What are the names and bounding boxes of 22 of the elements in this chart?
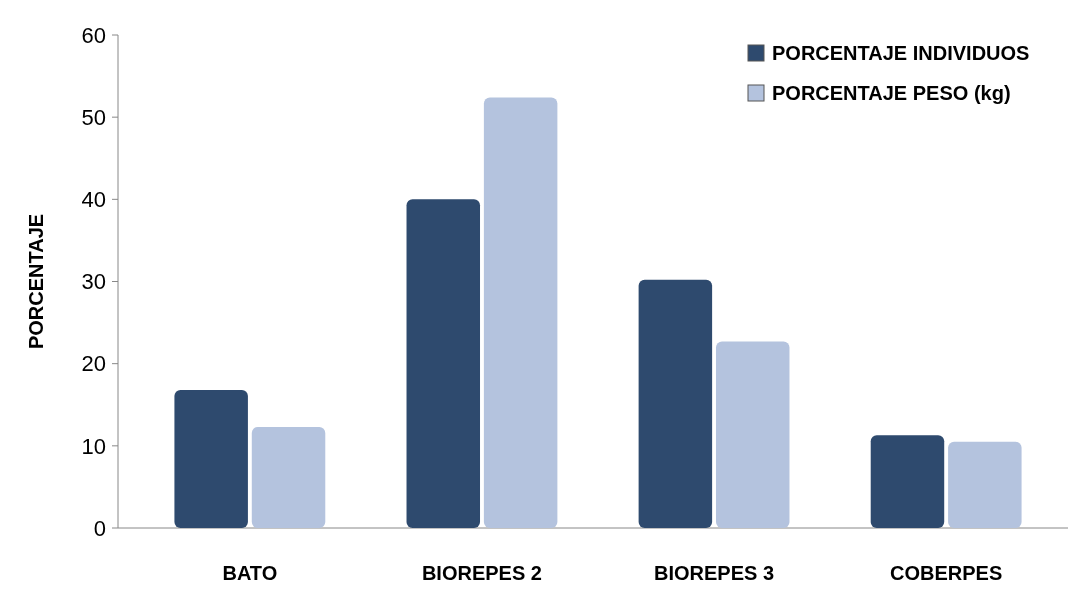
bar [715, 341, 790, 528]
y-tick-label: 0 [93, 515, 106, 541]
y-tick-label: 40 [81, 187, 106, 213]
y-tick-label: 60 [81, 22, 106, 48]
legend-label: PORCENTAJE INDIVIDUOS [772, 42, 1030, 64]
y-axis-title: PORCENTAJE [25, 213, 47, 350]
y-tick-label: 10 [81, 433, 106, 459]
bar [483, 97, 558, 528]
legend-label: PORCENTAJE PESO (kg) [772, 82, 1011, 104]
y-tick-label: 30 [81, 269, 106, 295]
bar [406, 199, 481, 528]
bar [638, 279, 713, 528]
bar [251, 426, 326, 528]
x-tick-label: BATO [222, 562, 278, 584]
bar [174, 389, 248, 528]
bar [870, 435, 945, 528]
y-tick-label: 50 [81, 104, 106, 130]
bar [948, 441, 1022, 528]
x-tick-label: BIOREPES 2 [421, 562, 542, 584]
y-tick-label: 20 [81, 351, 106, 377]
x-tick-label: COBERPES [890, 562, 1003, 584]
x-tick-label: BIOREPES 3 [654, 562, 775, 584]
